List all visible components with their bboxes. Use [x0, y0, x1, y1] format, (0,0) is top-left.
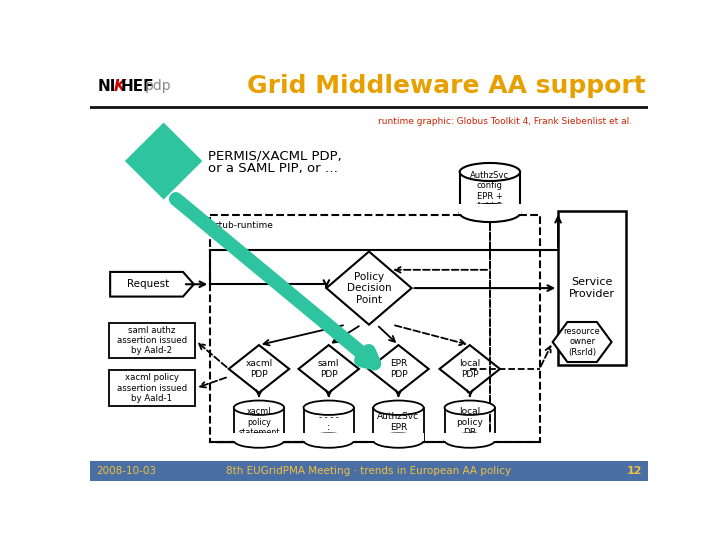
Bar — [109, 323, 195, 358]
Text: local
PDP: local PDP — [459, 359, 480, 379]
Text: or a SAML PIP, or …: or a SAML PIP, or … — [208, 162, 338, 176]
Ellipse shape — [373, 401, 423, 415]
Bar — [459, 172, 520, 213]
Polygon shape — [553, 322, 611, 362]
Text: saml
PDP: saml PDP — [318, 359, 339, 379]
Ellipse shape — [459, 204, 520, 222]
Text: 2008-10-03: 2008-10-03 — [96, 465, 156, 476]
Polygon shape — [326, 252, 412, 325]
Bar — [302, 434, 355, 441]
Text: Grid Middleware AA support: Grid Middleware AA support — [247, 75, 646, 98]
Text: local
policy
DB: local policy DB — [456, 407, 483, 437]
Polygon shape — [439, 345, 500, 393]
Ellipse shape — [304, 434, 354, 448]
Bar — [373, 408, 423, 441]
Ellipse shape — [444, 434, 495, 448]
Text: xacml
policy
statement: xacml policy statement — [238, 407, 279, 437]
Polygon shape — [125, 123, 202, 200]
Bar — [372, 434, 424, 441]
Text: stub-runtime: stub-runtime — [215, 221, 274, 230]
Polygon shape — [368, 345, 428, 393]
Bar — [234, 408, 284, 441]
Text: xacml
PDP: xacml PDP — [246, 359, 273, 379]
Ellipse shape — [304, 401, 354, 415]
Bar — [90, 65, 230, 107]
Polygon shape — [299, 345, 359, 393]
Bar — [109, 370, 195, 406]
Text: Policy
Decision
Point: Policy Decision Point — [347, 272, 391, 305]
Text: runtime graphic: Globus Toolkit 4, Frank Siebenlist et al.: runtime graphic: Globus Toolkit 4, Frank… — [379, 117, 632, 126]
Text: xacml policy
assertion issued
by AaId-1: xacml policy assertion issued by AaId-1 — [117, 373, 187, 403]
Bar — [233, 434, 285, 441]
Text: NI: NI — [98, 79, 116, 94]
Text: 8th EUGridPMA Meeting · trends in European AA policy: 8th EUGridPMA Meeting · trends in Europe… — [226, 465, 512, 476]
Text: :: : — [327, 422, 330, 431]
Text: Service
Provider: Service Provider — [570, 278, 615, 299]
Bar — [304, 408, 354, 441]
Bar — [459, 204, 521, 214]
Ellipse shape — [234, 434, 284, 448]
Bar — [210, 215, 539, 442]
Ellipse shape — [444, 401, 495, 415]
Bar — [558, 211, 626, 365]
Ellipse shape — [459, 163, 520, 181]
Ellipse shape — [234, 401, 284, 415]
Text: HEF: HEF — [121, 79, 155, 94]
Bar — [90, 461, 648, 481]
Text: EPR
PDP: EPR PDP — [390, 359, 408, 379]
Text: 12: 12 — [626, 465, 642, 476]
Text: Request: Request — [127, 279, 169, 289]
Text: saml authz
assertion issued
by AaId-2: saml authz assertion issued by AaId-2 — [117, 326, 187, 355]
Bar — [444, 434, 495, 441]
Text: PERMIS/XACML PDP,: PERMIS/XACML PDP, — [208, 149, 341, 162]
Polygon shape — [229, 345, 289, 393]
Text: AuthzSvc
EPR: AuthzSvc EPR — [377, 413, 420, 432]
Bar — [444, 408, 495, 441]
Text: pdp: pdp — [144, 79, 171, 93]
Ellipse shape — [373, 434, 423, 448]
Polygon shape — [110, 272, 194, 296]
Text: - - - -: - - - - — [319, 413, 338, 422]
Text: K: K — [113, 79, 125, 94]
Text: resource
owner
(RsrId): resource owner (RsrId) — [564, 327, 600, 357]
Text: AuthzSvc
config
EPR +
AaId-3: AuthzSvc config EPR + AaId-3 — [470, 171, 510, 211]
